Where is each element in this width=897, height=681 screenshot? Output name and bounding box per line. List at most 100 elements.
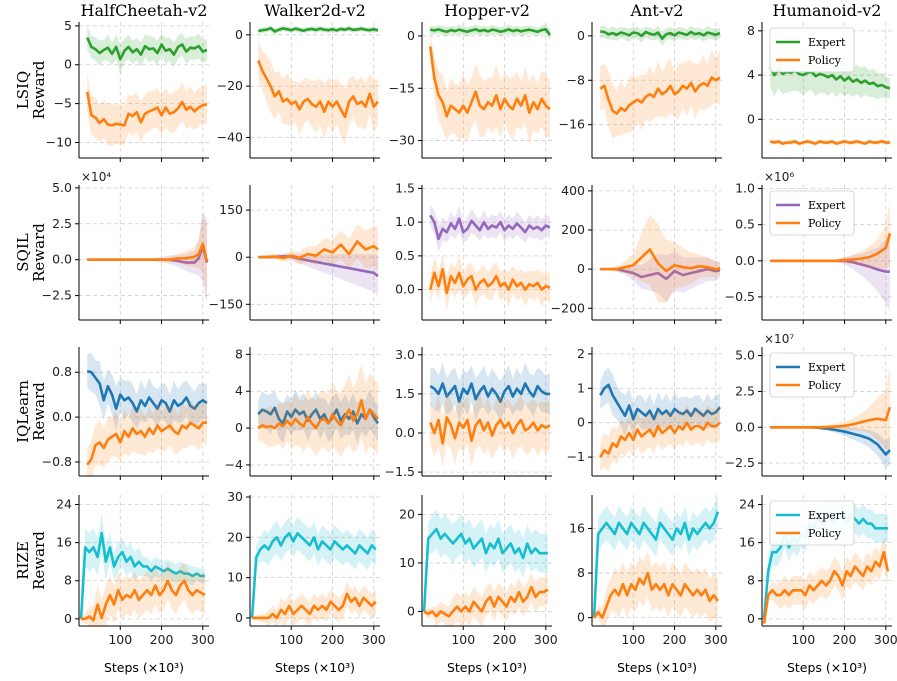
series-line-policy — [428, 268, 551, 295]
legend-label-policy: Policy — [808, 54, 842, 67]
y-tick-label: 8 — [64, 573, 72, 588]
panel-iqlearn-walker2d-v2: 8 4 0 −4 — [225, 346, 380, 480]
series-line-policy — [599, 421, 721, 458]
panel-iqlearn-halfcheetah-v2: 0.8 0.0 −0.8 — [42, 347, 209, 480]
y-tick-label: 2.5 — [52, 216, 72, 231]
y-tick-label: 0 — [577, 28, 585, 43]
plot-area — [257, 25, 379, 146]
row-label-reward: Reward — [30, 223, 48, 282]
plot-area — [250, 517, 377, 626]
y-tick-label: 1.5 — [395, 386, 415, 401]
y-tick-label: 0 — [577, 610, 585, 625]
row-label-method: IQLearn — [14, 380, 32, 443]
plot-area — [85, 25, 208, 147]
series-line-expert — [769, 66, 891, 90]
plot-area — [429, 362, 551, 467]
panel-lsiq-ant-v2: 0 −8 −16 — [559, 22, 722, 162]
panel-rize-ant-v2: 16 8 0 100 200 300 Steps (×10³) — [569, 495, 728, 675]
series-line-expert — [600, 30, 721, 40]
y-tick-label: 0 — [64, 611, 72, 626]
row-label-reward: Reward — [30, 60, 48, 119]
y-tick-label: 0 — [747, 611, 755, 626]
y-tick-label: −1.5 — [385, 464, 415, 479]
band-policy — [87, 400, 207, 476]
band-policy — [600, 214, 720, 303]
series-line-expert — [422, 527, 548, 612]
row-label-method: SQIL — [14, 233, 32, 271]
panel-lsiq-halfcheetah-v2: 5 0 −5 −10 — [46, 18, 209, 162]
band-policy — [87, 215, 207, 299]
y-tick-label: −4 — [225, 457, 243, 472]
plot-area — [86, 352, 208, 476]
y-tick-label: 5 — [64, 18, 72, 33]
series-line-policy — [600, 248, 721, 273]
plot-area — [258, 224, 379, 297]
y-tick-label: 0.0 — [735, 253, 755, 268]
series-line-policy — [770, 406, 892, 429]
panel-sqil-walker2d-v2: 150 0 −150 — [209, 185, 380, 324]
y-tick-label: 400 — [561, 183, 585, 198]
series-line-policy — [599, 76, 721, 115]
y-tick-label: −0.5 — [725, 289, 755, 304]
legend: Expert Policy — [769, 27, 855, 73]
legend-label-expert: Expert — [808, 199, 846, 212]
band-policy — [430, 254, 550, 310]
legend-label-policy: Policy — [808, 527, 842, 540]
plot-area — [599, 367, 721, 471]
env-title: HalfCheetah-v2 — [81, 1, 208, 20]
x-axis-label: Steps (×10³) — [104, 660, 184, 675]
y-tick-label: 0 — [407, 28, 415, 43]
y-tick-label: −1 — [567, 449, 585, 464]
y-tick-label: −16 — [559, 117, 585, 132]
y-tick-label: −0.8 — [42, 454, 72, 469]
series-line-policy — [429, 416, 551, 445]
y-tick-label: 0 — [577, 415, 585, 430]
y-tick-label: 0.0 — [52, 409, 72, 424]
series-line-expert — [86, 37, 208, 61]
x-axis-label: Steps (×10³) — [617, 660, 697, 675]
series-line-policy — [85, 91, 208, 127]
series-line-expert — [599, 383, 721, 421]
y-tick-label: 24 — [739, 497, 755, 512]
band-expert — [87, 25, 207, 75]
row-label-method: RIZE — [14, 541, 32, 580]
scale-label: ×10⁶ — [764, 170, 794, 184]
y-tick-label: 20 — [399, 506, 415, 521]
y-tick-label: 2 — [577, 346, 585, 361]
panel-rize-halfcheetah-v2: 24 16 8 0 100 200 300 Steps (×10³) — [56, 495, 215, 675]
series-line-policy — [87, 242, 209, 262]
y-tick-label: 1.5 — [395, 180, 415, 195]
series-line-policy — [762, 550, 890, 624]
y-tick-label: 1.0 — [395, 214, 415, 229]
y-tick-label: 0.5 — [395, 248, 415, 263]
y-tick-label: 0 — [235, 249, 243, 264]
y-tick-label: 0 — [235, 610, 243, 625]
y-tick-label: 4 — [235, 383, 243, 398]
panel-iqlearn-humanoid-v2: 5.0 2.5 0.0 −2.5 ×10⁷ Expert Policy — [725, 332, 892, 480]
y-tick-label: 200 — [561, 222, 585, 237]
y-tick-label: 0.0 — [395, 282, 415, 297]
band-expert — [424, 509, 548, 612]
y-tick-label: 16 — [739, 535, 755, 550]
plot-area — [770, 200, 892, 312]
x-tick-label: 100 — [451, 632, 475, 647]
band-policy — [258, 224, 378, 272]
x-tick-label: 300 — [191, 632, 215, 647]
series-line-policy — [257, 60, 379, 119]
x-axis-label: Steps (×10³) — [447, 660, 527, 675]
y-tick-label: −8 — [567, 72, 585, 87]
y-tick-label: 0 — [235, 420, 243, 435]
legend-label-expert: Expert — [808, 509, 846, 522]
legend-label-policy: Policy — [808, 379, 842, 392]
x-tick-label: 200 — [833, 632, 857, 647]
series-line-policy — [86, 421, 207, 466]
plot-area — [79, 514, 206, 626]
y-tick-label: 0 — [64, 57, 72, 72]
legend-label-expert: Expert — [808, 361, 846, 374]
y-tick-label: 0.8 — [52, 364, 72, 379]
plot-area — [599, 25, 721, 139]
